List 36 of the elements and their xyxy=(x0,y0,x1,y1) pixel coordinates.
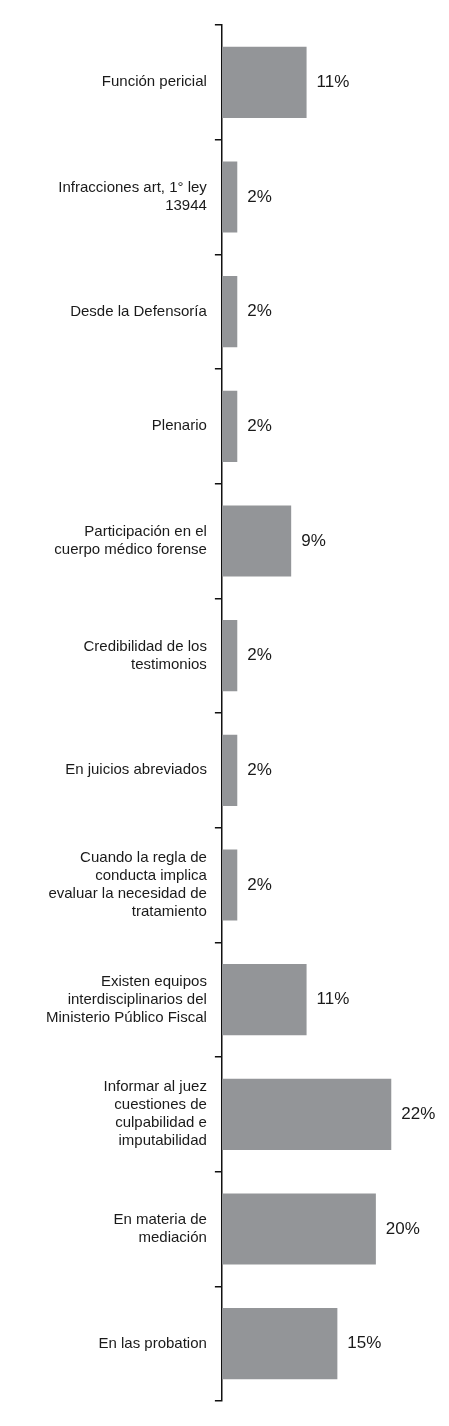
y-tick-label: Existen equipos interdisciplinarios del Ministerio Público Fiscal xyxy=(45,971,207,1025)
y-tick-label: Infracciones art, 1° ley 13944 xyxy=(58,178,208,214)
bar xyxy=(221,1308,338,1380)
data-label: 2% xyxy=(247,645,272,665)
bar xyxy=(221,620,238,692)
bar xyxy=(221,734,238,806)
data-label: 9% xyxy=(301,530,326,550)
bar xyxy=(221,161,238,233)
bar xyxy=(221,505,292,577)
data-label: 11% xyxy=(316,72,350,92)
data-label: 2% xyxy=(247,301,272,321)
y-tick-label: Plenario xyxy=(151,416,207,434)
bar xyxy=(221,1193,376,1265)
y-tick-label: Función pericial xyxy=(101,72,207,90)
bar xyxy=(221,1078,392,1150)
data-label: 2% xyxy=(247,760,272,780)
bar xyxy=(221,390,238,462)
y-tick-label: En juicios abreviados xyxy=(65,760,207,778)
data-label: 15% xyxy=(347,1333,382,1353)
data-label: 2% xyxy=(247,874,272,894)
y-tick-label: Credibilidad de los testimonios xyxy=(83,636,207,672)
data-label: 11% xyxy=(316,989,350,1009)
data-label: 20% xyxy=(385,1218,420,1238)
y-tick-label: Desde la Defensoría xyxy=(70,301,208,319)
data-label: 2% xyxy=(247,186,272,206)
bar xyxy=(221,276,238,348)
y-tick-label: Informar al juez cuestiones de culpabilidad e imputabilidad xyxy=(103,1077,207,1149)
y-tick-label: En materia de mediación xyxy=(113,1210,207,1246)
y-tick-label: Cuando la regla de conducta implica evaluar la necesidad de tratamiento xyxy=(48,848,208,920)
bar xyxy=(221,849,238,921)
data-label: 2% xyxy=(247,416,272,436)
bar xyxy=(221,964,307,1036)
y-tick-label: Participación en el cuerpo médico forense xyxy=(54,522,207,558)
y-tick-label: En las probation xyxy=(98,1333,207,1351)
bar xyxy=(221,46,307,118)
data-label: 22% xyxy=(401,1104,436,1124)
